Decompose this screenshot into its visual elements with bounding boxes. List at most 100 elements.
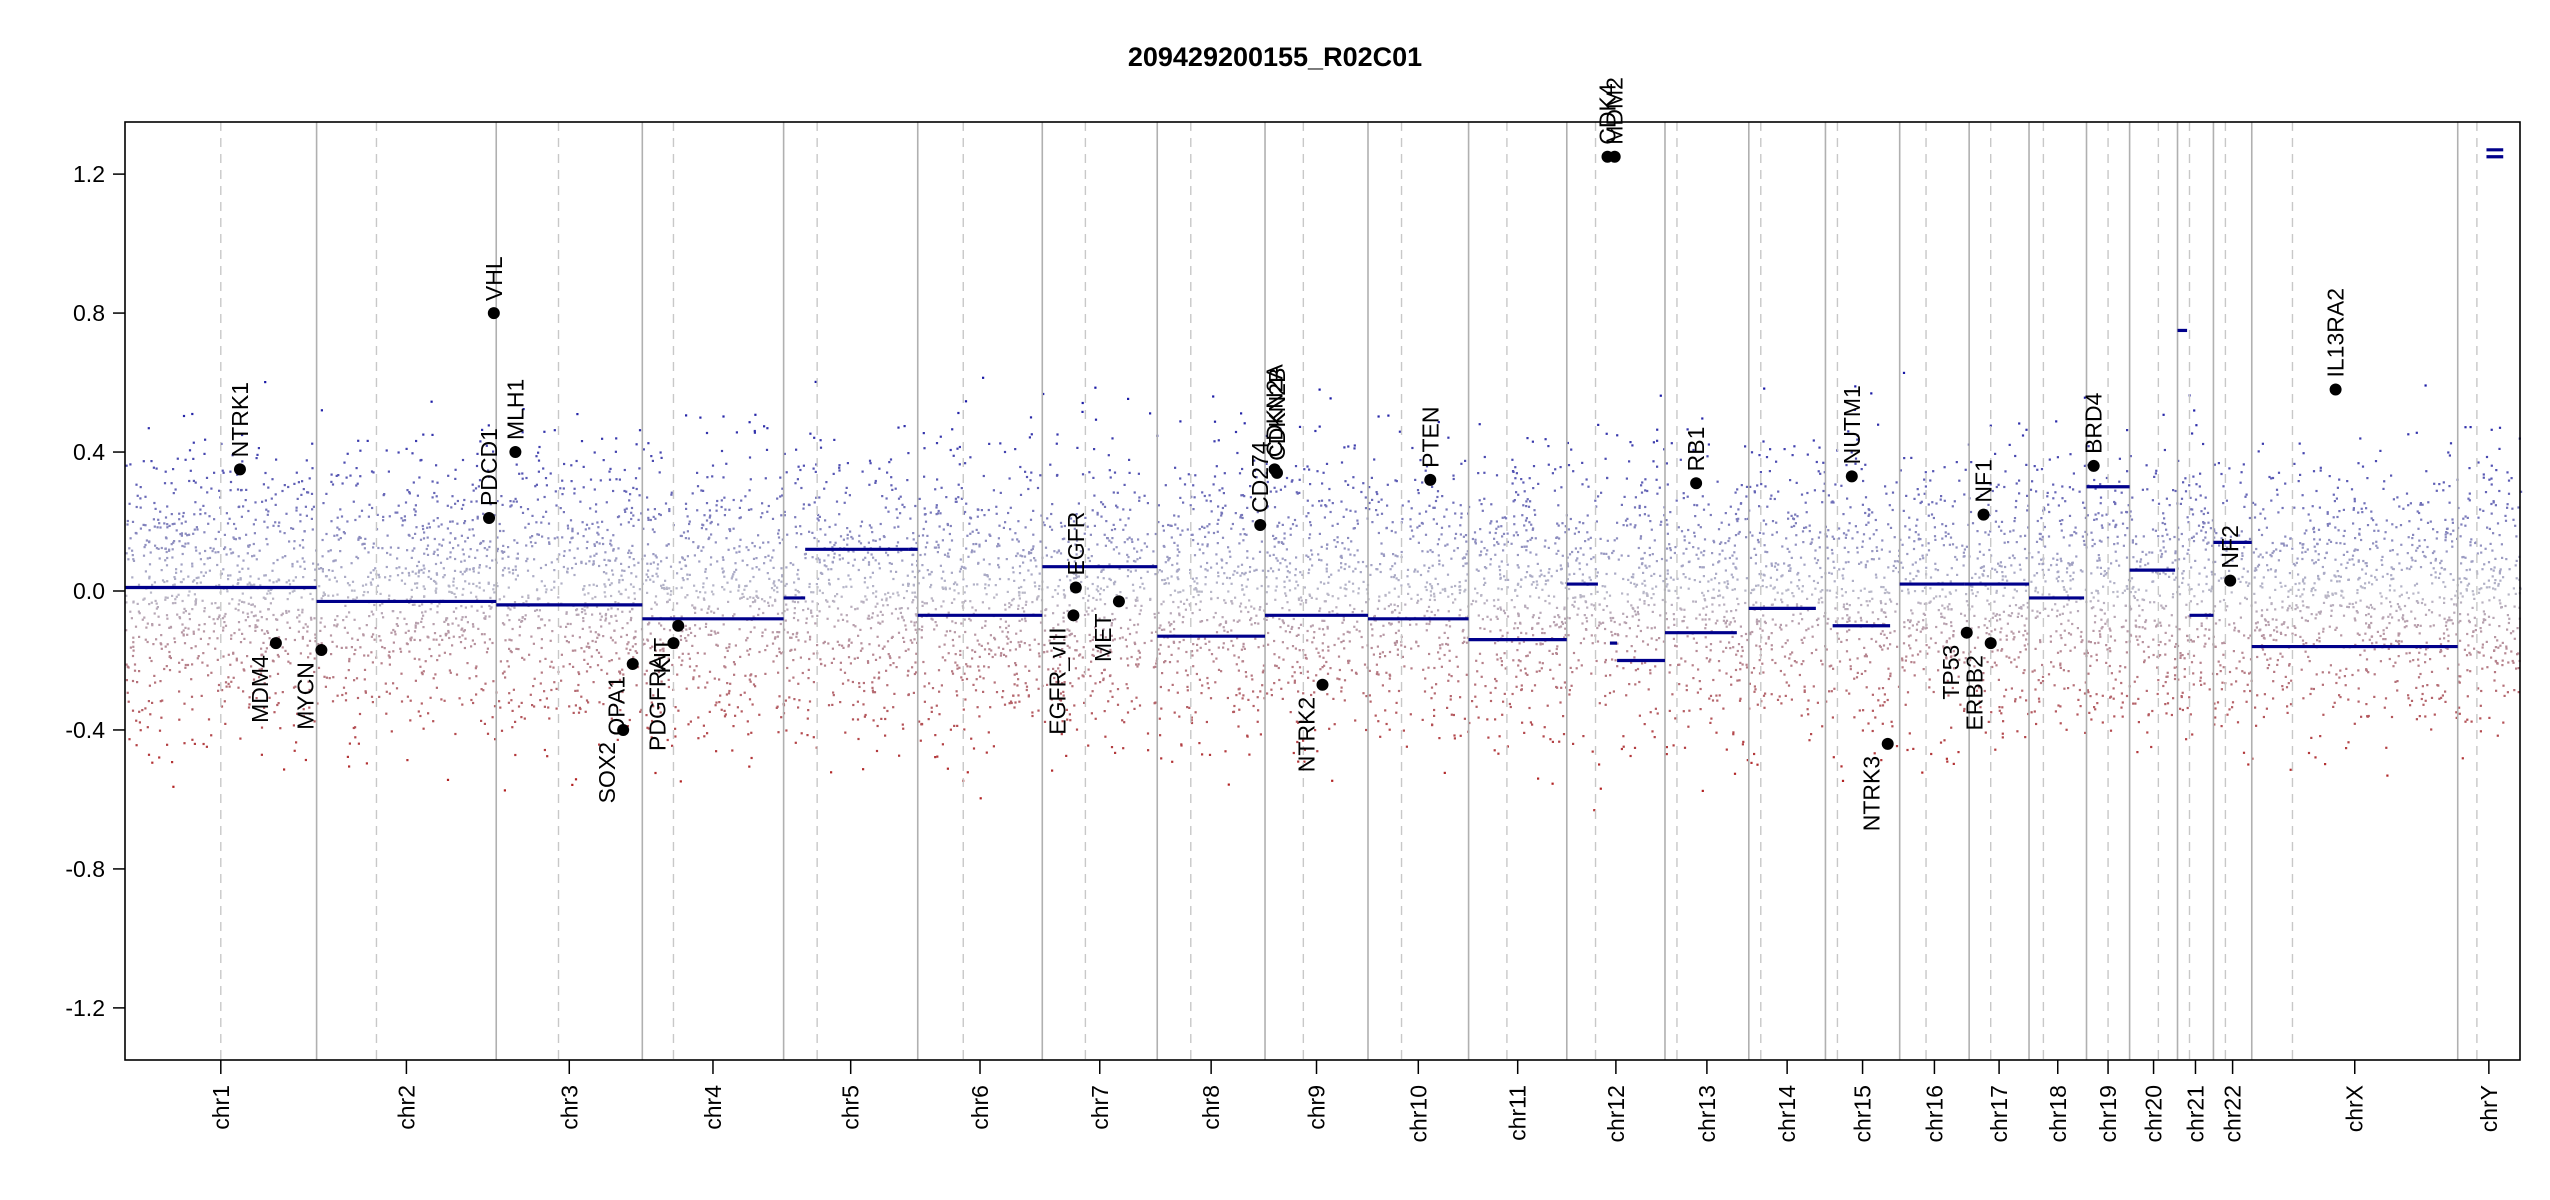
probe-point <box>2446 619 2449 622</box>
probe-point <box>635 487 638 491</box>
probe-point <box>697 737 700 740</box>
probe-point <box>1919 630 1922 633</box>
probe-point <box>2151 499 2154 502</box>
probe-point <box>2100 524 2103 527</box>
probe-point <box>1656 428 1659 431</box>
probe-point <box>807 677 810 680</box>
probe-point <box>713 677 716 680</box>
probe-point <box>2323 556 2327 560</box>
probe-point <box>2043 508 2046 511</box>
probe-point <box>1295 491 1298 494</box>
probe-point <box>483 641 486 644</box>
probe-point <box>1308 568 1311 571</box>
probe-point <box>2125 510 2128 514</box>
probe-point <box>2496 662 2499 665</box>
probe-point <box>419 459 422 462</box>
probe-point <box>1971 576 1974 579</box>
probe-point <box>398 566 401 569</box>
probe-point <box>892 662 895 665</box>
probe-point <box>1817 601 1820 604</box>
probe-point <box>1128 632 1132 636</box>
probe-point <box>2407 536 2410 539</box>
probe-point <box>722 476 725 479</box>
probe-point <box>1906 691 1910 694</box>
probe-point <box>2217 462 2220 465</box>
probe-point <box>2203 645 2206 648</box>
probe-point <box>1560 620 1564 624</box>
probe-point <box>1761 629 1764 632</box>
probe-point <box>728 528 731 531</box>
probe-point <box>214 537 217 541</box>
probe-point <box>866 551 870 554</box>
probe-point <box>1860 561 1863 564</box>
probe-point <box>1806 597 1809 600</box>
probe-point <box>609 539 612 542</box>
probe-point <box>1790 525 1793 528</box>
probe-point <box>182 511 185 515</box>
probe-point <box>1800 493 1804 496</box>
probe-point <box>747 653 750 656</box>
probe-point <box>1238 542 1241 545</box>
probe-point <box>1532 614 1535 617</box>
probe-point <box>1471 537 1474 541</box>
probe-point <box>2376 630 2379 633</box>
probe-point <box>654 595 658 598</box>
probe-point <box>428 526 431 529</box>
probe-point <box>519 506 523 509</box>
probe-point <box>1288 562 1292 565</box>
probe-point <box>159 700 162 703</box>
probe-point <box>2386 572 2389 576</box>
probe-point <box>2156 692 2159 696</box>
probe-point <box>727 548 730 551</box>
probe-point <box>263 520 266 523</box>
probe-point <box>1087 594 1091 597</box>
probe-point <box>1014 701 1017 704</box>
probe-point <box>144 570 147 573</box>
probe-point <box>1362 580 1365 583</box>
probe-point <box>2087 640 2090 643</box>
probe-point <box>525 476 528 480</box>
probe-point <box>1532 634 1535 637</box>
probe-point <box>834 595 837 598</box>
probe-point <box>2430 670 2434 673</box>
probe-point <box>1179 533 1182 536</box>
probe-point <box>1986 587 1990 590</box>
probe-point <box>745 546 748 549</box>
probe-point <box>409 598 412 601</box>
probe-point <box>2019 535 2022 538</box>
probe-point <box>2367 714 2370 718</box>
probe-point <box>1591 750 1594 753</box>
probe-point <box>498 700 501 703</box>
probe-point <box>298 544 302 547</box>
probe-point <box>2059 705 2062 708</box>
probe-point <box>203 563 206 566</box>
probe-point <box>1499 629 1502 632</box>
probe-point <box>405 447 408 450</box>
probe-point <box>1535 586 1538 589</box>
probe-point <box>1579 594 1582 597</box>
probe-point <box>1296 660 1299 664</box>
probe-point <box>207 674 210 677</box>
probe-point <box>1803 636 1806 639</box>
probe-point <box>935 504 938 507</box>
probe-point <box>1711 603 1714 606</box>
probe-point <box>424 660 427 663</box>
probe-point <box>1152 666 1155 669</box>
probe-point <box>1285 565 1288 568</box>
probe-point <box>438 602 441 605</box>
probe-point <box>1443 631 1446 634</box>
probe-point <box>2063 629 2066 632</box>
probe-point <box>1423 614 1426 617</box>
probe-point <box>265 647 268 650</box>
probe-point <box>139 729 142 732</box>
probe-point <box>311 508 314 511</box>
probe-point <box>1449 698 1452 701</box>
probe-point <box>1665 618 1668 621</box>
probe-point <box>776 590 779 594</box>
probe-point <box>1273 653 1276 656</box>
probe-point <box>1475 600 1478 603</box>
probe-point <box>1282 542 1285 545</box>
probe-point <box>577 711 581 714</box>
probe-point <box>1788 657 1791 660</box>
probe-point <box>897 631 901 634</box>
